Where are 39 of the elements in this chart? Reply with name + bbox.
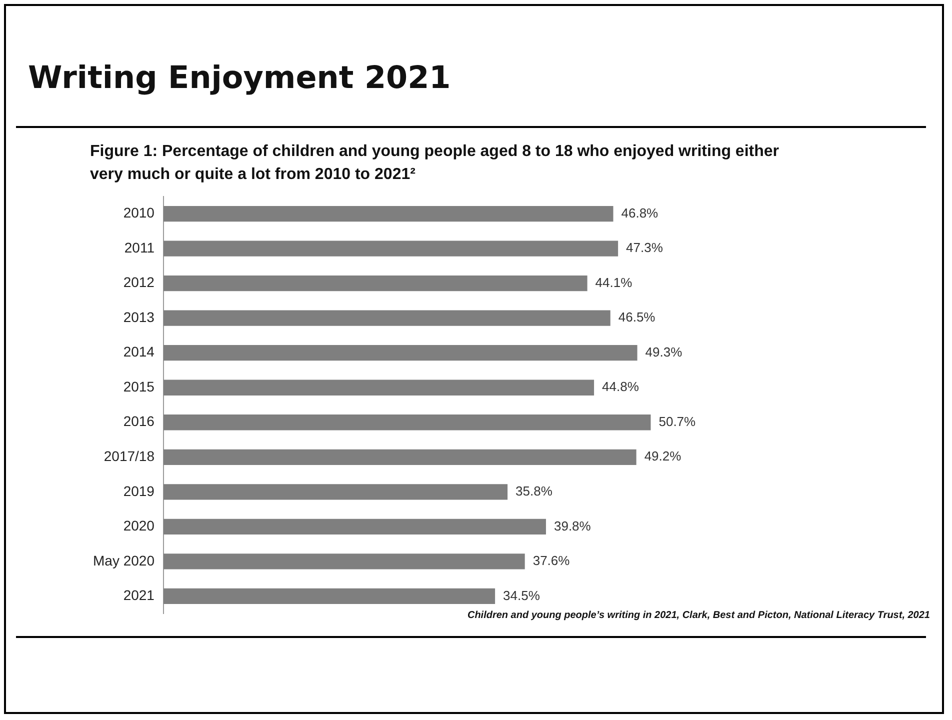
bar [163, 380, 594, 396]
bar [163, 414, 651, 430]
bar [163, 588, 496, 604]
data-label: 44.1% [595, 274, 633, 290]
y-tick-label: 2019 [123, 482, 155, 499]
data-label: 37.6% [532, 553, 570, 568]
y-tick-label: 2021 [123, 587, 155, 604]
bar [163, 240, 618, 256]
y-tick-label: May 2020 [93, 552, 155, 568]
bar [163, 310, 610, 326]
bar [163, 275, 588, 292]
bar [163, 554, 525, 570]
data-label: 44.8% [602, 379, 640, 394]
bar [163, 484, 508, 500]
y-tick-label: 2015 [123, 378, 155, 394]
y-tick-label: 2011 [124, 239, 155, 256]
y-tick-label: 2020 [123, 518, 155, 534]
y-tick-label: 2010 [123, 204, 155, 221]
data-label: 39.8% [554, 518, 592, 534]
data-label: 50.7% [658, 414, 696, 429]
data-label: 46.8% [621, 205, 659, 220]
data-label: 46.5% [618, 310, 656, 325]
bar [163, 345, 638, 361]
data-label: 49.2% [644, 448, 682, 464]
data-label: 35.8% [516, 483, 553, 498]
y-tick-label: 2013 [123, 308, 155, 325]
y-tick-label: 2016 [123, 413, 155, 430]
bar [163, 206, 614, 222]
bar [163, 449, 636, 465]
data-label: 34.5% [503, 588, 540, 603]
chart-title: Writing Enjoyment 2021 [28, 60, 451, 96]
y-tick-label: 2017/18 [104, 448, 155, 464]
y-tick-label: 2012 [123, 274, 155, 290]
data-label: 47.3% [626, 240, 664, 256]
bar [163, 518, 546, 535]
chart-subtitle: Figure 1: Percentage of children and young people aged 8 to 18 who enjoyed writing either very much or quite a lot from 2010 to 2021² [90, 142, 780, 185]
data-label: 49.3% [645, 344, 683, 360]
y-tick-label: 2014 [123, 344, 155, 360]
annotation: Children and young people’s writing in 2021, Clark, Best and Picton, National Literacy Trust, 2021 [467, 610, 930, 621]
